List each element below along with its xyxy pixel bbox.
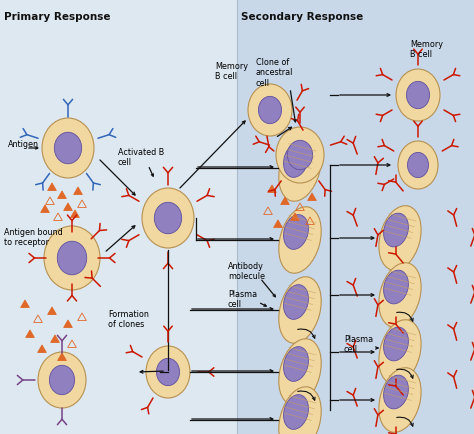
Ellipse shape [155,202,182,234]
Ellipse shape [383,375,409,409]
Ellipse shape [146,346,190,398]
Polygon shape [58,191,66,198]
Text: Antigen bound
to receptor: Antigen bound to receptor [4,228,63,247]
Polygon shape [58,353,66,361]
Ellipse shape [44,226,100,290]
Ellipse shape [406,81,429,108]
Ellipse shape [279,387,321,434]
Text: Plasma
cell: Plasma cell [228,290,257,309]
Text: Primary Response: Primary Response [4,12,110,22]
Polygon shape [64,203,73,210]
Ellipse shape [283,143,309,178]
Ellipse shape [276,127,324,183]
Ellipse shape [38,352,86,408]
Polygon shape [48,307,56,315]
Ellipse shape [283,395,309,429]
Polygon shape [281,197,289,204]
Ellipse shape [142,188,194,248]
Ellipse shape [283,285,309,319]
Ellipse shape [42,118,94,178]
Ellipse shape [258,96,282,124]
Polygon shape [73,187,82,194]
Ellipse shape [383,270,409,304]
Polygon shape [21,300,29,308]
Text: Plasma
cell: Plasma cell [344,335,373,355]
Ellipse shape [383,213,409,247]
Ellipse shape [379,368,421,432]
Polygon shape [51,335,59,342]
Ellipse shape [396,69,440,121]
Text: Memory
B cell: Memory B cell [410,40,443,59]
Text: Antigen: Antigen [8,140,39,149]
Ellipse shape [379,206,421,270]
Ellipse shape [55,132,82,164]
Text: Memory
B cell: Memory B cell [215,62,248,82]
Polygon shape [37,345,46,352]
Ellipse shape [287,140,312,170]
Ellipse shape [283,347,309,381]
Ellipse shape [408,152,428,178]
Polygon shape [268,185,276,193]
Polygon shape [48,183,56,191]
Ellipse shape [279,339,321,405]
Ellipse shape [156,358,180,386]
Ellipse shape [398,141,438,189]
Text: Antibody
molecule: Antibody molecule [228,262,265,281]
Ellipse shape [379,320,421,384]
Polygon shape [41,205,49,213]
Ellipse shape [283,215,309,250]
Text: Clone of
ancestral
cell: Clone of ancestral cell [256,58,293,88]
Polygon shape [26,330,34,338]
Polygon shape [64,320,73,328]
Ellipse shape [383,327,409,361]
Polygon shape [273,220,283,227]
Polygon shape [291,213,300,220]
Ellipse shape [279,135,321,201]
Polygon shape [308,193,316,201]
Bar [237,0,474,434]
Ellipse shape [279,277,321,343]
Text: Secondary Response: Secondary Response [241,12,363,22]
Ellipse shape [57,241,87,275]
Ellipse shape [379,263,421,327]
Ellipse shape [49,365,74,395]
Bar [0,0,237,434]
Text: Formation
of clones: Formation of clones [108,310,149,329]
Ellipse shape [248,84,292,136]
Ellipse shape [279,207,321,273]
Polygon shape [71,210,79,217]
Text: Activated B
cell: Activated B cell [118,148,164,168]
